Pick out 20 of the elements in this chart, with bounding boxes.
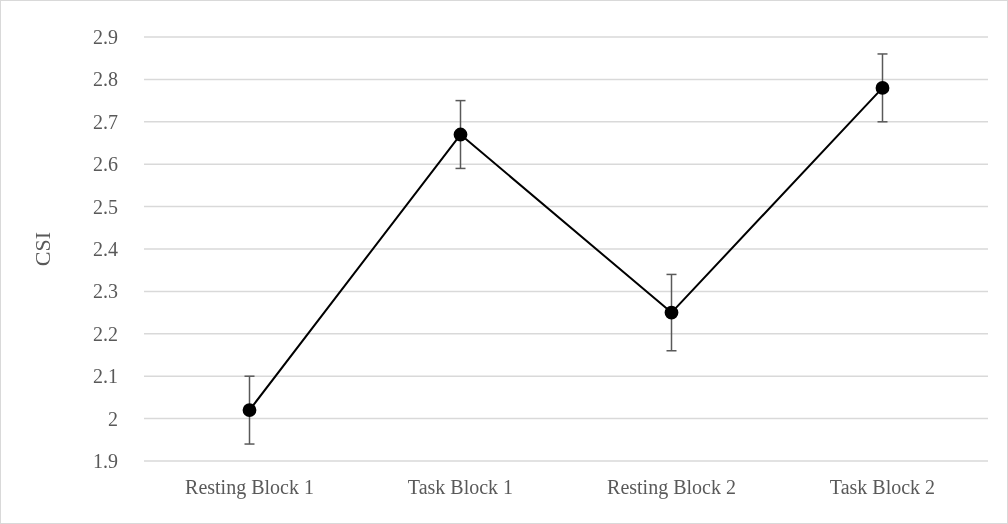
y-axis-title: CSI bbox=[30, 231, 55, 267]
x-tick-label: Resting Block 2 bbox=[607, 476, 736, 499]
x-tick-label: Task Block 2 bbox=[829, 476, 936, 498]
point bbox=[453, 127, 468, 142]
y-tick-label: 2.9 bbox=[93, 26, 118, 48]
point bbox=[875, 80, 890, 95]
y-tick-label: 2.3 bbox=[93, 280, 118, 303]
y-tick-label: 2 bbox=[108, 407, 118, 430]
y-tick-label: 2.5 bbox=[93, 195, 118, 218]
y-tick-label: 2.7 bbox=[93, 110, 118, 133]
point bbox=[664, 305, 679, 320]
y-tick-label: 2.4 bbox=[93, 238, 118, 260]
x-tick-label: Resting Block 1 bbox=[185, 476, 314, 499]
y-tick-label: 2.8 bbox=[93, 68, 118, 91]
y-tick-label: 2.2 bbox=[93, 322, 118, 345]
y-tick-label: 2.1 bbox=[93, 365, 118, 388]
y-tick-label: 1.9 bbox=[93, 450, 118, 472]
y-tick-label: 2.6 bbox=[93, 153, 118, 176]
point bbox=[242, 403, 257, 418]
x-tick-label: Task Block 1 bbox=[407, 476, 514, 498]
